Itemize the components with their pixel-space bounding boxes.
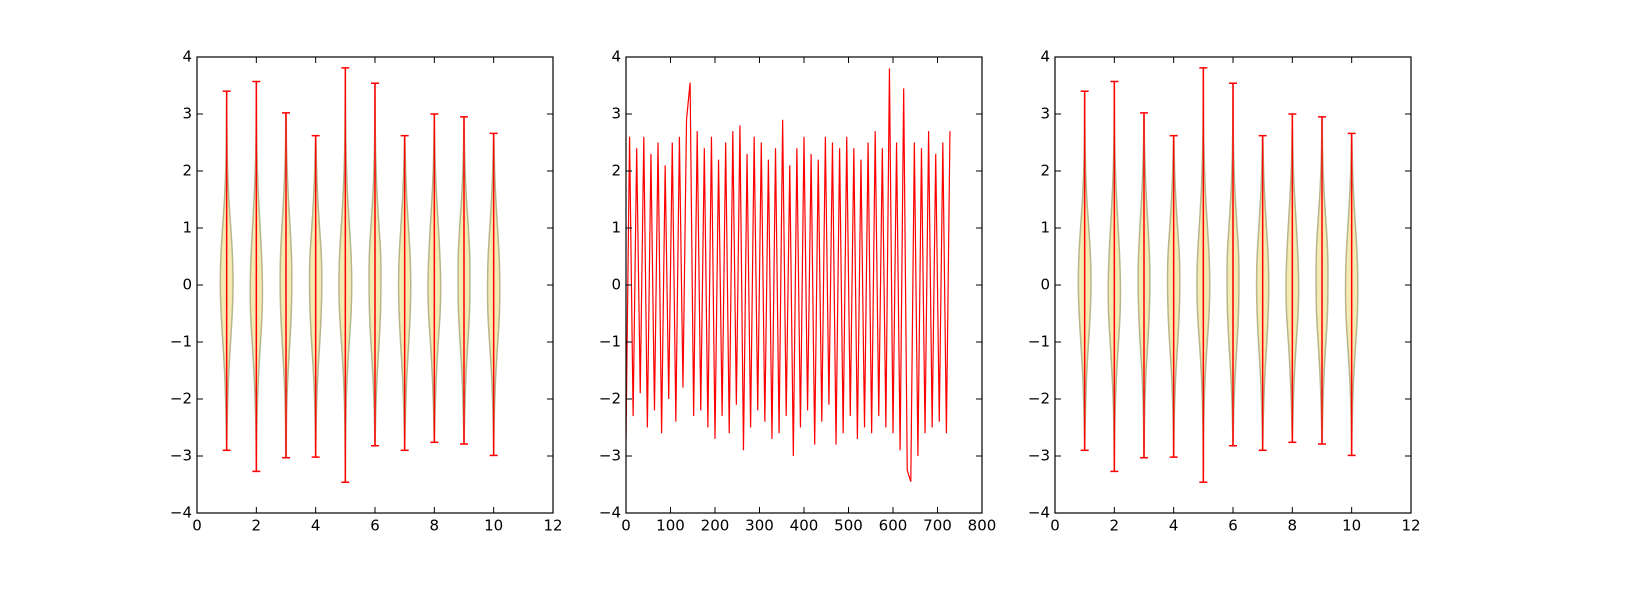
y-tick-label: −1 [170, 333, 192, 351]
x-tick-label: 12 [1401, 517, 1420, 535]
y-tick-label: −1 [599, 333, 621, 351]
y-tick-label: 2 [611, 162, 621, 180]
x-tick-label: 200 [701, 517, 730, 535]
y-tick-label: −4 [170, 504, 192, 522]
y-tick-label: 4 [1040, 48, 1050, 66]
y-tick-label: 1 [1040, 219, 1050, 237]
subplot: 0 100 200 300 400 500 600 700 800 −4 −3 −2 −1 0 1 2 3 4 [599, 48, 996, 535]
y-tick-label: 1 [611, 219, 621, 237]
x-tick-label: 10 [1342, 517, 1361, 535]
y-tick-label: 2 [1040, 162, 1050, 180]
y-tick-label: −3 [170, 447, 192, 465]
x-tick-label: 0 [621, 517, 631, 535]
y-tick-label: −2 [170, 390, 192, 408]
x-tick-label: 800 [968, 517, 997, 535]
y-tick-label: 4 [182, 48, 192, 66]
y-tick-label: 3 [611, 105, 621, 123]
y-tick-label: 4 [611, 48, 621, 66]
y-tick-label: −2 [1028, 390, 1050, 408]
x-tick-label: 0 [1050, 517, 1060, 535]
plot-area [1077, 67, 1359, 483]
x-tick-label: 0 [192, 517, 202, 535]
x-tick-label: 300 [745, 517, 774, 535]
y-tick-label: −4 [1028, 504, 1050, 522]
y-tick-label: 0 [1040, 276, 1050, 294]
plot-area [626, 68, 951, 482]
x-tick-label: 500 [834, 517, 863, 535]
y-tick-label: −1 [1028, 333, 1050, 351]
y-tick-label: 3 [182, 105, 192, 123]
x-tick-label: 6 [370, 517, 380, 535]
x-tick-label: 700 [923, 517, 952, 535]
x-tick-label: 2 [252, 517, 262, 535]
x-tick-label: 8 [1288, 517, 1298, 535]
x-tick-label: 100 [656, 517, 685, 535]
x-tick-label: 2 [1110, 517, 1120, 535]
y-tick-label: 1 [182, 219, 192, 237]
x-tick-label: 6 [1228, 517, 1238, 535]
x-tick-label: 10 [484, 517, 503, 535]
x-tick-label: 4 [311, 517, 321, 535]
y-tick-label: −4 [599, 504, 621, 522]
y-tick-label: −3 [599, 447, 621, 465]
y-tick-label: −2 [599, 390, 621, 408]
x-tick-label: 4 [1169, 517, 1179, 535]
plot-area [219, 67, 501, 483]
axes-frame [625, 56, 983, 514]
y-tick-label: 0 [182, 276, 192, 294]
y-tick-label: −3 [1028, 447, 1050, 465]
y-tick-label: 2 [182, 162, 192, 180]
series-line [626, 68, 951, 482]
y-tick-label: 0 [611, 276, 621, 294]
x-tick-label: 8 [430, 517, 440, 535]
x-tick-label: 600 [879, 517, 908, 535]
x-tick-label: 400 [790, 517, 819, 535]
y-tick-label: 3 [1040, 105, 1050, 123]
x-tick-label: 12 [543, 517, 562, 535]
